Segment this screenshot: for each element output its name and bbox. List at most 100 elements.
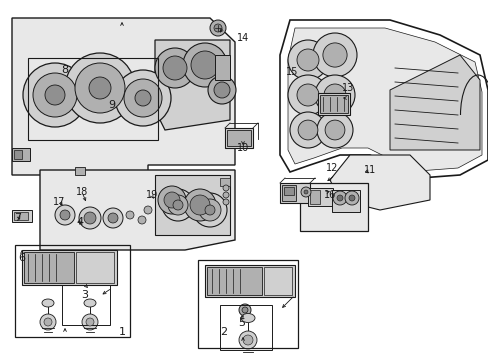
Circle shape [103,208,123,228]
Circle shape [314,75,354,115]
Circle shape [183,189,216,221]
Text: 14: 14 [236,33,248,43]
Circle shape [296,84,318,106]
Circle shape [23,63,87,127]
Bar [331,190,359,212]
Text: 19: 19 [145,190,158,200]
Text: 3: 3 [81,290,88,300]
Text: 16: 16 [323,190,335,200]
Circle shape [207,76,236,104]
Text: 6: 6 [19,253,25,263]
Circle shape [223,185,228,191]
Circle shape [348,195,354,201]
Circle shape [155,48,195,88]
Bar [14,150,22,159]
Circle shape [115,70,171,126]
Circle shape [55,205,75,225]
Text: 2: 2 [220,327,227,337]
Circle shape [143,206,152,214]
Circle shape [345,191,358,205]
Circle shape [287,75,327,115]
Text: 18: 18 [76,187,88,197]
Circle shape [163,56,186,80]
Circle shape [173,200,183,210]
Text: 13: 13 [341,83,353,93]
Circle shape [191,51,219,79]
Circle shape [239,331,257,349]
Text: 17: 17 [53,197,65,207]
Bar [75,167,85,175]
Polygon shape [287,28,481,171]
Bar [12,210,32,222]
Circle shape [183,43,226,87]
Bar [62,285,110,325]
Circle shape [242,307,247,313]
Circle shape [204,205,215,215]
Bar [15,245,130,337]
Text: 9: 9 [108,100,115,110]
Circle shape [214,24,222,32]
Bar [198,260,297,348]
Ellipse shape [84,299,96,307]
Polygon shape [329,155,429,210]
Circle shape [223,192,228,198]
Bar [14,212,28,220]
Circle shape [40,314,56,330]
Circle shape [84,212,96,224]
Bar [204,265,294,297]
Circle shape [312,33,356,77]
Circle shape [301,187,310,197]
Circle shape [124,79,162,117]
Circle shape [298,120,317,140]
Circle shape [45,85,65,105]
Bar [280,183,309,203]
Polygon shape [12,18,235,175]
Circle shape [82,314,98,330]
Bar [317,93,349,115]
Circle shape [158,186,185,214]
Bar [22,250,117,285]
Polygon shape [389,55,479,150]
Circle shape [162,189,194,221]
Bar [215,55,229,80]
Bar [264,267,291,295]
Text: 12: 12 [325,163,338,173]
Text: 10: 10 [236,143,248,153]
Circle shape [336,195,342,201]
Circle shape [89,77,111,99]
Bar [309,190,319,204]
Circle shape [325,120,344,140]
Circle shape [214,82,229,98]
Bar [206,267,262,295]
Circle shape [65,53,135,123]
Ellipse shape [241,314,254,323]
Circle shape [86,318,94,326]
Bar [155,175,229,235]
Polygon shape [155,40,229,130]
Circle shape [135,90,151,106]
Bar [319,95,347,113]
Text: 5: 5 [238,318,245,328]
Bar [24,252,74,283]
Circle shape [163,192,180,208]
Bar [12,148,30,161]
Circle shape [324,84,346,106]
Circle shape [75,63,125,113]
Polygon shape [40,170,235,250]
Circle shape [44,318,52,326]
Circle shape [287,40,327,80]
Circle shape [193,193,226,227]
Circle shape [296,49,318,71]
Circle shape [223,199,228,205]
Bar [307,188,332,206]
Bar [224,128,252,148]
Circle shape [33,73,77,117]
Text: 4: 4 [76,217,83,227]
Circle shape [209,20,225,36]
Text: 7: 7 [15,213,21,223]
Bar [299,183,367,231]
Circle shape [332,191,346,205]
Circle shape [79,207,101,229]
Circle shape [190,195,209,215]
Text: 11: 11 [363,165,375,175]
